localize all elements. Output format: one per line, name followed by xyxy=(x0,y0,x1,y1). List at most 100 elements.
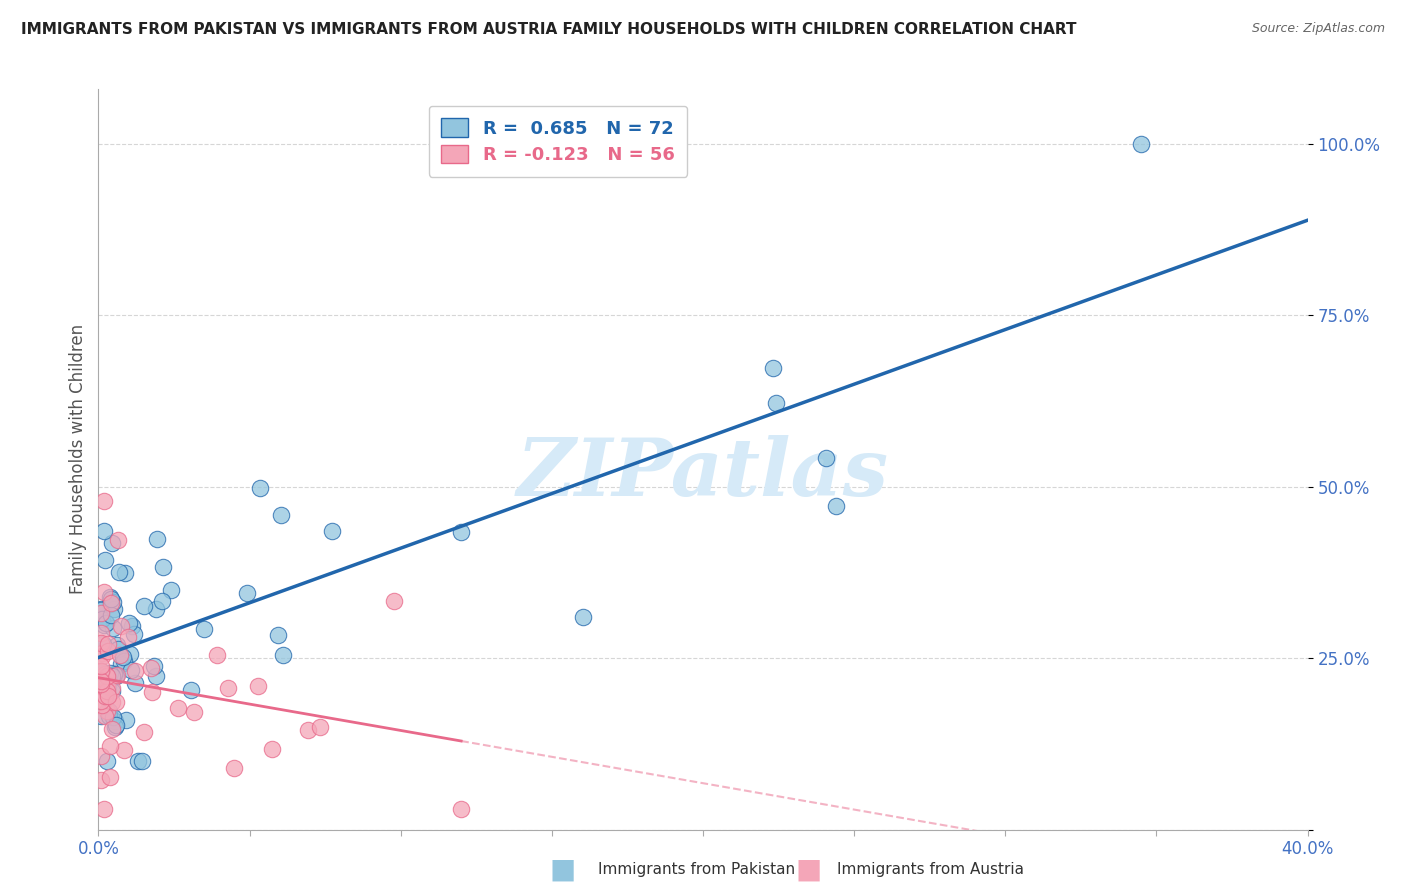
Point xyxy=(180,682,202,697)
Point xyxy=(97,708,120,723)
Point xyxy=(107,533,129,547)
Point xyxy=(100,596,122,610)
Point xyxy=(101,695,124,709)
Point xyxy=(91,648,114,663)
Point xyxy=(97,637,120,651)
Text: Source: ZipAtlas.com: Source: ZipAtlas.com xyxy=(1251,22,1385,36)
Point xyxy=(90,664,112,678)
Point xyxy=(141,685,163,699)
Point xyxy=(105,718,128,732)
Point xyxy=(110,657,132,672)
Text: ■: ■ xyxy=(796,855,821,884)
Point xyxy=(90,772,112,787)
Point xyxy=(98,770,121,784)
Text: Immigrants from Pakistan: Immigrants from Pakistan xyxy=(598,863,794,877)
Point xyxy=(450,802,472,816)
Point xyxy=(90,693,112,707)
Point xyxy=(90,636,112,650)
Point xyxy=(90,709,112,723)
Point xyxy=(94,690,117,705)
Point xyxy=(183,705,205,719)
Point xyxy=(90,698,112,713)
Point xyxy=(90,612,112,626)
Point xyxy=(101,595,124,609)
Point xyxy=(111,649,134,664)
Point xyxy=(765,396,787,410)
Point xyxy=(98,665,121,680)
Point xyxy=(270,508,292,523)
Point xyxy=(105,669,128,683)
Point xyxy=(96,615,118,630)
Point xyxy=(166,701,188,715)
Point xyxy=(145,533,167,547)
Point xyxy=(101,723,124,737)
Point xyxy=(1130,136,1153,151)
Point xyxy=(100,608,122,623)
Point xyxy=(132,724,155,739)
Point xyxy=(127,754,149,768)
Point xyxy=(236,586,259,600)
Point xyxy=(96,754,118,768)
Point xyxy=(450,525,472,540)
Point xyxy=(150,593,173,607)
Point xyxy=(160,582,183,597)
Point xyxy=(90,602,112,616)
Point xyxy=(145,602,167,616)
Point xyxy=(297,723,319,737)
Point xyxy=(90,626,112,640)
Point xyxy=(112,655,135,669)
Text: ■: ■ xyxy=(550,855,575,884)
Point xyxy=(124,664,146,678)
Legend: R =  0.685   N = 72, R = -0.123   N = 56: R = 0.685 N = 72, R = -0.123 N = 56 xyxy=(429,105,688,177)
Point xyxy=(93,493,115,508)
Point xyxy=(267,627,290,641)
Point xyxy=(308,721,330,735)
Point xyxy=(104,720,127,734)
Point xyxy=(112,743,135,757)
Point xyxy=(103,602,125,616)
Point xyxy=(152,560,174,574)
Point xyxy=(118,648,141,662)
Point xyxy=(121,619,143,633)
Point xyxy=(115,713,138,727)
Point xyxy=(271,648,294,663)
Point xyxy=(93,524,115,538)
Point xyxy=(91,637,114,651)
Text: Immigrants from Austria: Immigrants from Austria xyxy=(837,863,1024,877)
Point xyxy=(90,603,112,617)
Point xyxy=(249,481,271,495)
Point xyxy=(98,590,121,604)
Point xyxy=(117,631,139,645)
Point xyxy=(96,669,118,683)
Point xyxy=(262,742,284,756)
Point xyxy=(124,676,146,690)
Point xyxy=(97,644,120,658)
Point xyxy=(104,714,127,728)
Text: ZIPatlas: ZIPatlas xyxy=(517,435,889,513)
Point xyxy=(93,617,115,632)
Point xyxy=(105,638,128,652)
Point xyxy=(96,679,118,693)
Point xyxy=(94,690,117,704)
Point xyxy=(114,566,136,581)
Point xyxy=(100,591,122,606)
Point xyxy=(90,673,112,688)
Point xyxy=(321,524,343,538)
Point xyxy=(94,552,117,566)
Point xyxy=(90,664,112,678)
Point xyxy=(93,585,115,599)
Point xyxy=(96,684,118,698)
Point xyxy=(96,704,118,718)
Point xyxy=(101,669,124,683)
Point xyxy=(131,754,153,768)
Point xyxy=(814,450,837,465)
Point xyxy=(98,704,121,718)
Point xyxy=(122,627,145,641)
Point xyxy=(120,663,142,677)
Point xyxy=(101,621,124,635)
Point xyxy=(145,669,167,683)
Point xyxy=(110,619,132,633)
Point xyxy=(222,761,245,775)
Point xyxy=(205,648,228,662)
Point xyxy=(118,615,141,630)
